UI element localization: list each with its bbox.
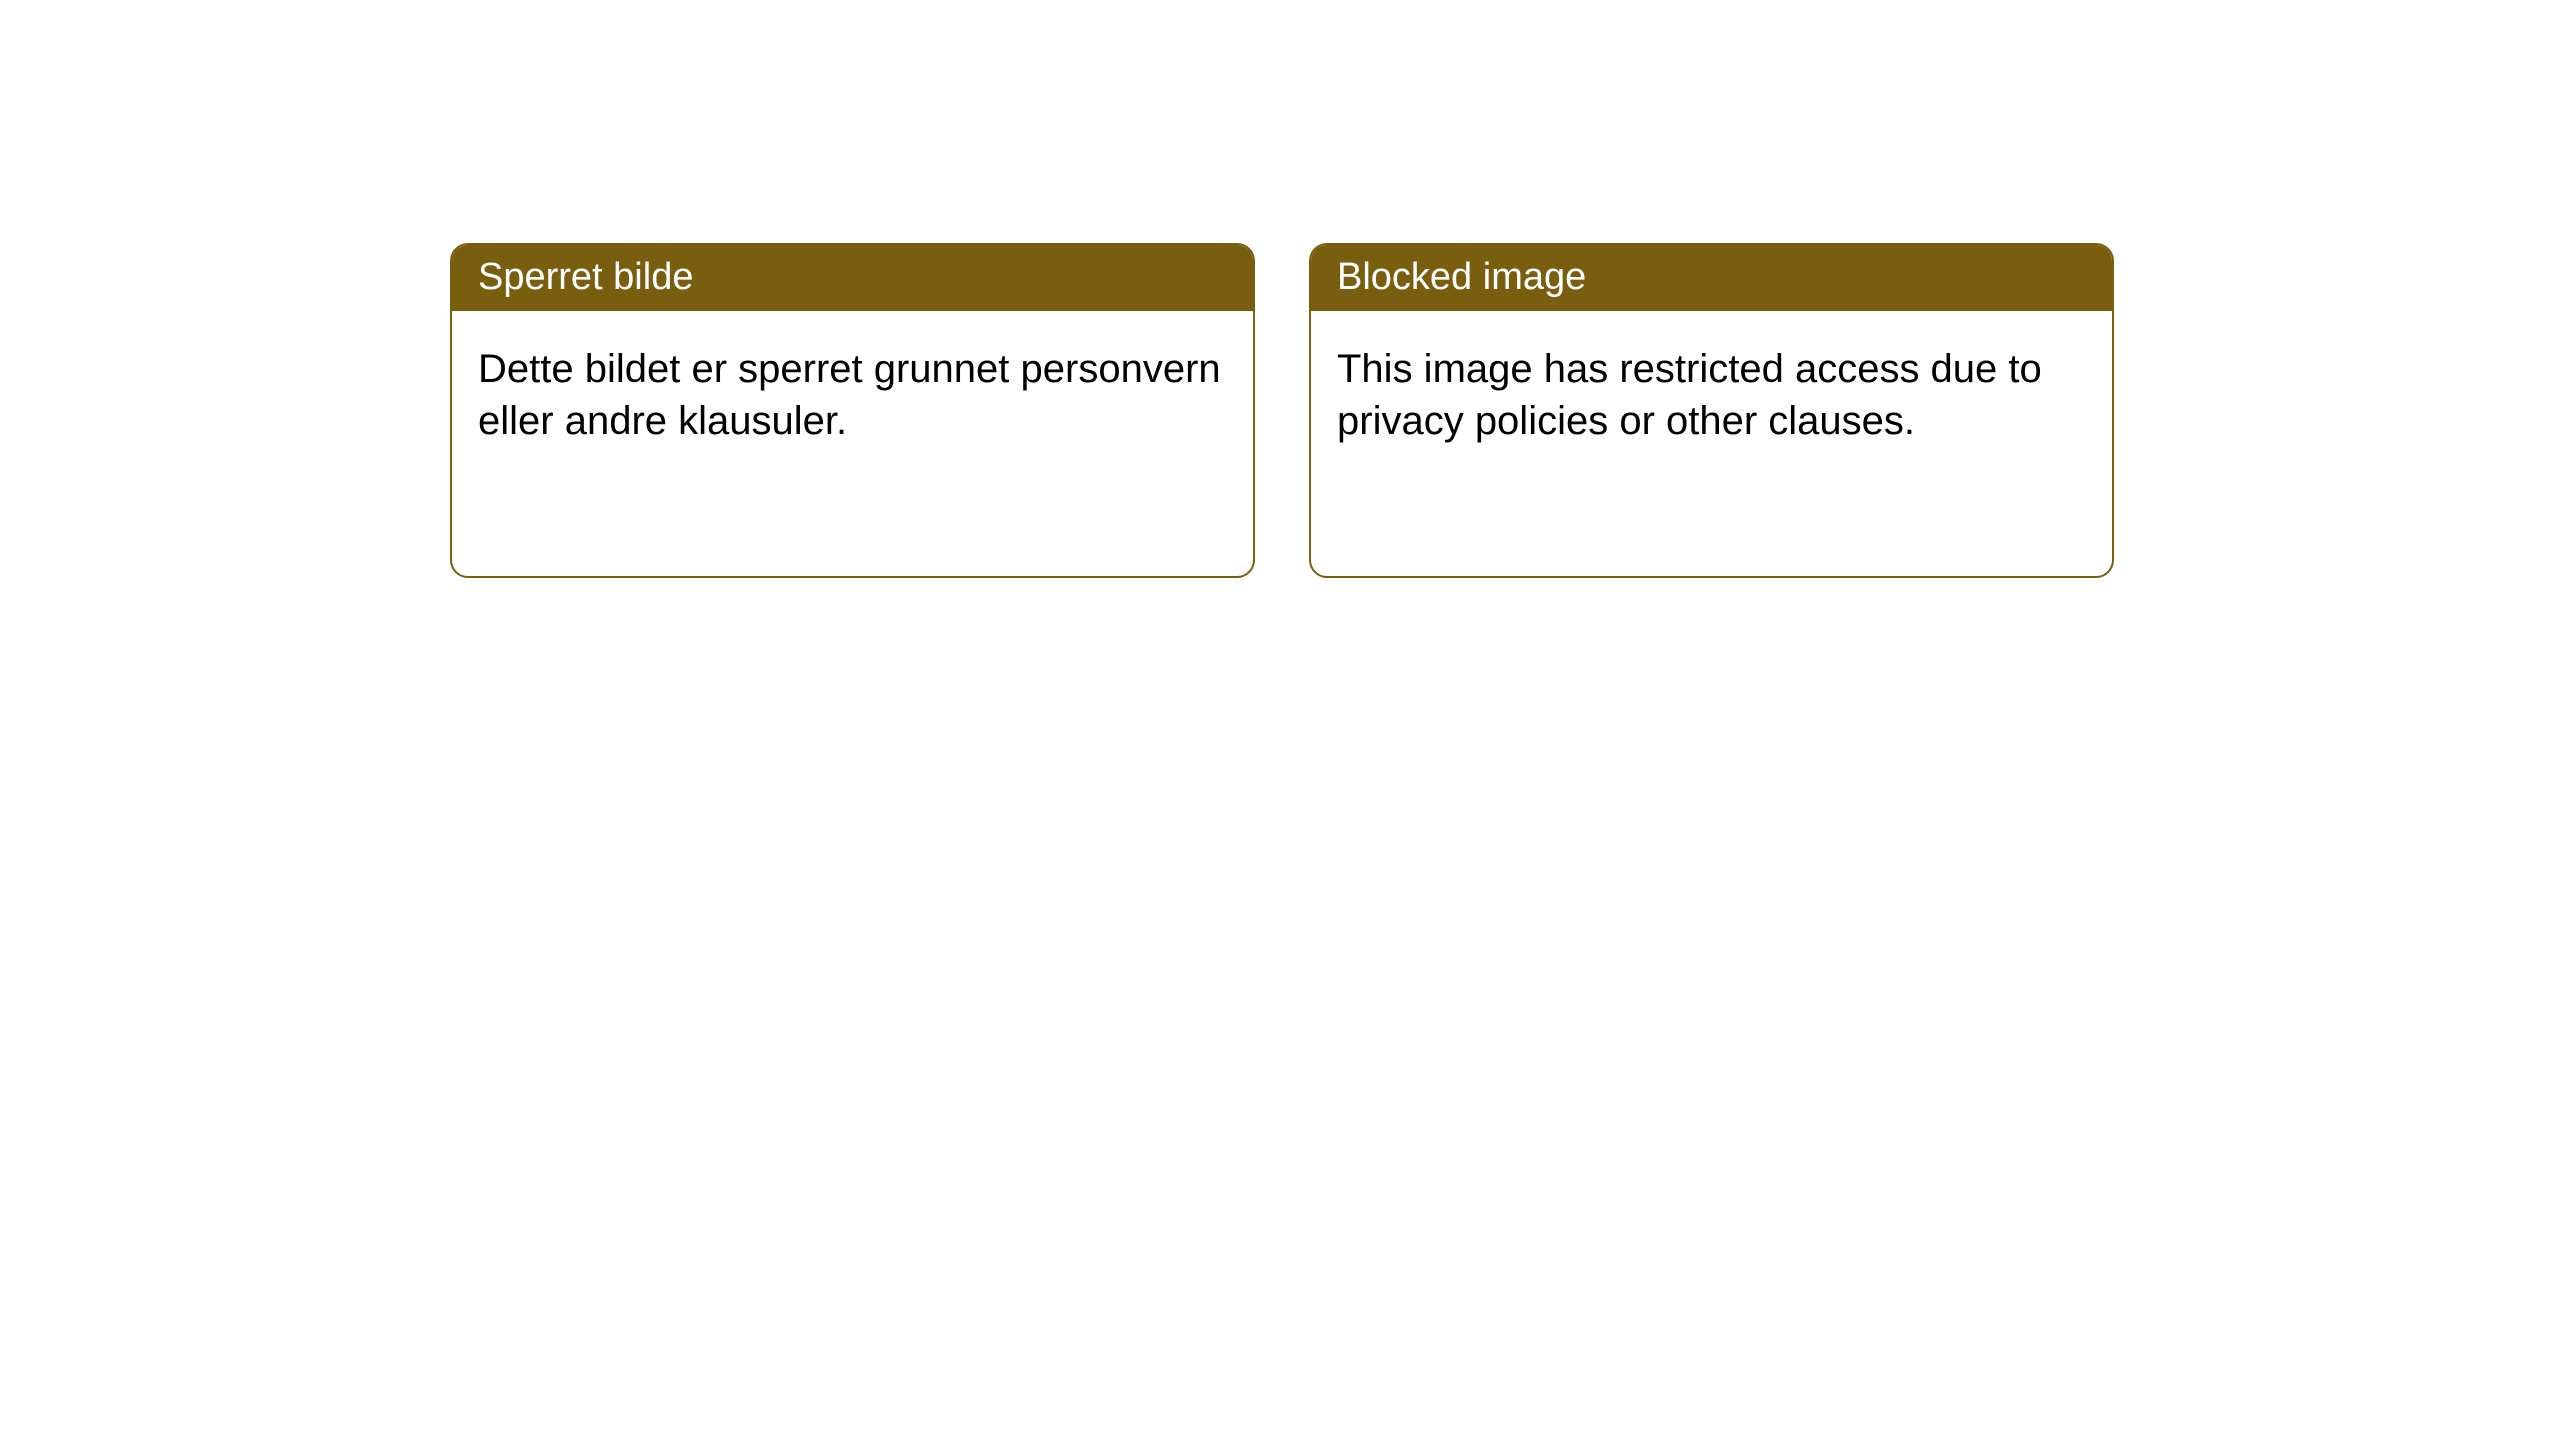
notices-container: Sperret bilde Dette bildet er sperret gr… [450, 243, 2114, 578]
notice-header: Sperret bilde [452, 245, 1253, 311]
notice-box-english: Blocked image This image has restricted … [1309, 243, 2114, 578]
notice-body-text: This image has restricted access due to … [1337, 347, 2042, 443]
notice-title: Blocked image [1337, 256, 1586, 298]
notice-header: Blocked image [1311, 245, 2112, 311]
notice-body-text: Dette bildet er sperret grunnet personve… [478, 347, 1221, 443]
notice-box-norwegian: Sperret bilde Dette bildet er sperret gr… [450, 243, 1255, 578]
notice-body: This image has restricted access due to … [1311, 311, 2112, 479]
notice-body: Dette bildet er sperret grunnet personve… [452, 311, 1253, 479]
notice-title: Sperret bilde [478, 256, 693, 298]
